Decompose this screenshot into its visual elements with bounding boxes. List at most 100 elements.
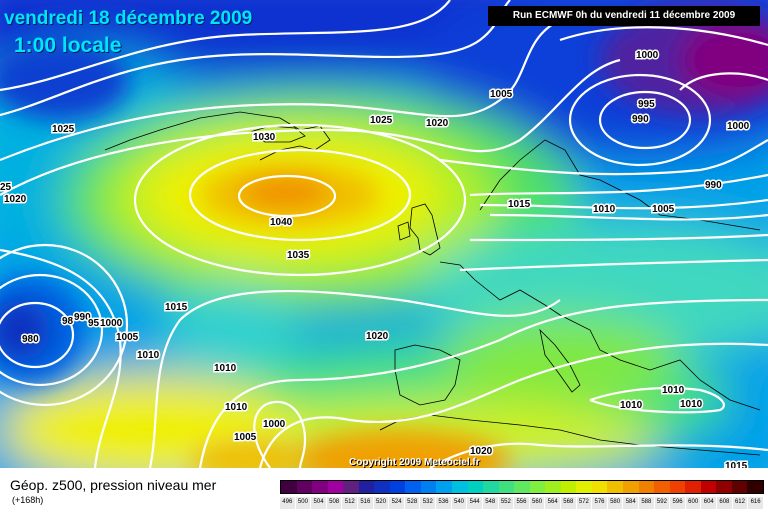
isobar-label: 1010 — [225, 402, 248, 413]
isobar-label: 1010 — [620, 400, 643, 411]
british-isles-coast — [397, 203, 441, 256]
isobar-label: 1020 — [470, 446, 493, 457]
run-info: Run ECMWF 0h du vendredi 11 décembre 200… — [488, 6, 760, 26]
color-scale-swatch — [529, 481, 546, 493]
isobar-label: 995 — [638, 99, 655, 110]
color-scale-swatch — [638, 481, 655, 493]
color-scale-swatch — [514, 481, 530, 493]
legend-title: Géop. z500, pression niveau mer — [10, 477, 217, 493]
isobar-label: 1010 — [214, 363, 237, 374]
color-scale-swatch — [623, 481, 639, 493]
color-scale-swatch — [436, 481, 453, 493]
color-scale-swatch — [312, 481, 328, 493]
color-scale-value: 548 — [482, 497, 499, 509]
copyright: Copyright 2009 Meteociel.fr — [349, 457, 480, 468]
color-scale-value: 576 — [592, 497, 608, 509]
color-scale-swatch — [560, 481, 577, 493]
color-scale-value: 604 — [701, 497, 718, 509]
isobar-label: 980 — [22, 334, 39, 345]
isobar-label: 1005 — [116, 332, 139, 343]
isobar-label: 1010 — [593, 204, 616, 215]
color-scale-swatch — [296, 481, 313, 493]
color-scale-value: 556 — [514, 497, 530, 509]
isobar-label: 1035 — [287, 250, 310, 261]
isobar-label: 1015 — [508, 199, 531, 210]
color-scale-value: 508 — [326, 497, 343, 509]
isobar-label: 1000 — [636, 50, 659, 61]
color-scale-swatch — [607, 481, 624, 493]
isobar-label: 1025 — [370, 115, 393, 126]
isobar-label: 990 — [705, 180, 722, 191]
isobar-label: 1020 — [426, 118, 449, 129]
color-scale-swatch — [545, 481, 561, 493]
isobar-labels: 1025 1030 25 1020 1025 1020 1040 1035 10… — [0, 49, 751, 469]
isobar-label: 95 — [88, 318, 100, 329]
color-scale-value: 568 — [560, 497, 577, 509]
color-scale-swatch — [498, 481, 515, 493]
color-scale-swatch — [685, 481, 701, 493]
color-scale-swatch — [452, 481, 468, 493]
isobar-label: 1010 — [137, 350, 160, 361]
color-scale-swatch — [669, 481, 686, 493]
color-scale-swatch — [467, 481, 484, 493]
color-scale-value: 612 — [732, 497, 749, 509]
iberia-coast — [394, 344, 461, 406]
color-scale-swatch — [358, 481, 375, 493]
color-scale-value: 540 — [451, 497, 468, 509]
color-scale-value: 504 — [311, 497, 327, 509]
scandinavia-coast — [479, 139, 761, 231]
isobar-label: 1005 — [234, 432, 257, 443]
isobar-label: 1015 — [165, 302, 188, 313]
color-scale-value: 560 — [529, 497, 546, 509]
color-scale-value: 536 — [436, 497, 452, 509]
isobar-label: 1000 — [727, 121, 750, 132]
color-scale-value: 532 — [420, 497, 437, 509]
isobar-label: 1030 — [253, 132, 276, 143]
color-scale-labels: 496 500 504 508 512 516 520 524 528 532 536 540 544 5… — [280, 497, 764, 509]
color-scale-swatch — [731, 481, 748, 493]
color-scale-value: 564 — [545, 497, 561, 509]
color-scale-value: 596 — [670, 497, 686, 509]
isobar-label: 990 — [632, 114, 649, 125]
color-scale-value: 600 — [685, 497, 702, 509]
color-scale-swatch — [405, 481, 421, 493]
isobar-label: 1005 — [652, 204, 675, 215]
color-scale-value: 528 — [404, 497, 421, 509]
color-scale-value: 572 — [576, 497, 593, 509]
color-scale-swatch — [281, 481, 297, 493]
isobar-label: 1010 — [662, 385, 685, 396]
color-scale-value: 552 — [498, 497, 515, 509]
color-scale-swatch — [591, 481, 608, 493]
isobar-label: 1005 — [490, 89, 513, 100]
isobar-label: 1010 — [680, 399, 703, 410]
color-scale-value: 608 — [717, 497, 733, 509]
italy-coast — [539, 328, 581, 393]
isobar-label: 990 — [74, 312, 91, 323]
color-scale-swatch — [700, 481, 717, 493]
color-scale-value: 616 — [748, 497, 764, 509]
color-scale-swatch — [654, 481, 670, 493]
color-scale-swatch — [420, 481, 437, 493]
color-scale-value: 524 — [389, 497, 405, 509]
geopotential-map: 1025 1030 25 1020 1025 1020 1040 1035 10… — [0, 0, 768, 468]
color-scale-swatch — [747, 481, 763, 493]
color-scale-swatch — [374, 481, 390, 493]
color-scale-swatch — [327, 481, 344, 493]
color-scale — [280, 480, 764, 494]
isobar-label: 1025 — [52, 124, 75, 135]
color-scale-swatch — [716, 481, 732, 493]
isobar-label: 1000 — [263, 419, 286, 430]
isobar-label: 98 — [62, 316, 74, 327]
color-scale-value: 544 — [467, 497, 483, 509]
color-scale-value: 588 — [639, 497, 655, 509]
isobar-label: 1020 — [366, 331, 389, 342]
color-scale-value: 584 — [623, 497, 640, 509]
color-scale-value: 500 — [295, 497, 312, 509]
color-scale-swatch — [483, 481, 499, 493]
isobar-label: 1000 — [100, 318, 123, 329]
color-scale-value: 520 — [373, 497, 390, 509]
color-scale-value: 516 — [358, 497, 374, 509]
color-scale-value: 592 — [654, 497, 671, 509]
forecast-hour: 1:00 locale — [14, 34, 122, 57]
